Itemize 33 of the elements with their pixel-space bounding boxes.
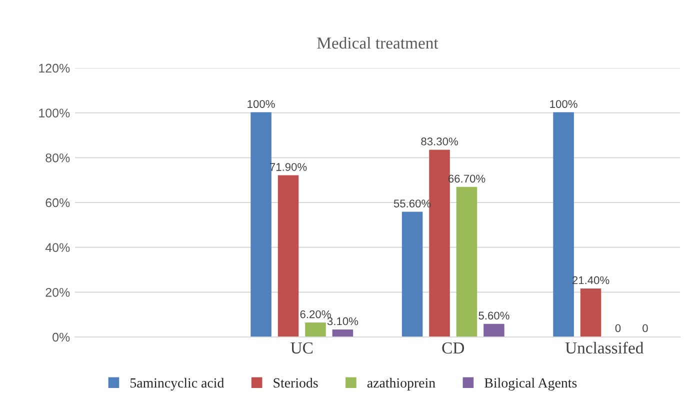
y-tick-label: 120% — [39, 64, 70, 73]
bar — [250, 112, 272, 337]
bar — [553, 112, 574, 337]
x-tick-label: Unclassifed — [565, 342, 644, 354]
y-tick-label: 60% — [46, 198, 70, 208]
bar — [278, 175, 299, 337]
y-tick-label: 0% — [52, 332, 70, 342]
bar — [332, 329, 354, 337]
bar — [456, 186, 478, 337]
bar — [402, 212, 423, 337]
data-label: 6.20% — [300, 310, 331, 318]
x-tick-label: UC — [290, 342, 313, 354]
data-label: 83.30% — [421, 138, 458, 146]
bar — [484, 324, 504, 337]
data-label: 0 — [642, 324, 648, 332]
y-tick-label: 100% — [39, 108, 70, 118]
legend-label: Steriods — [274, 378, 318, 388]
legend-label: azathioprein — [367, 378, 436, 390]
bar — [580, 288, 602, 337]
data-label: 0 — [615, 324, 621, 332]
legend-label: 5amincyclic acid — [130, 378, 224, 390]
data-label: 3.10% — [327, 317, 358, 326]
data-label: 100% — [550, 100, 578, 108]
data-label: 5.60% — [478, 312, 510, 320]
y-tick-label: 20% — [46, 288, 70, 297]
bar — [429, 150, 450, 337]
bar — [305, 322, 326, 337]
x-tick-label: CD — [442, 342, 464, 354]
chart-title: Medical treatment — [317, 36, 438, 49]
data-label: 100% — [248, 100, 275, 108]
y-tick-label: 40% — [45, 243, 70, 252]
legend-label: Bilogical Agents — [484, 378, 577, 390]
y-tick-label: 80% — [46, 153, 70, 162]
